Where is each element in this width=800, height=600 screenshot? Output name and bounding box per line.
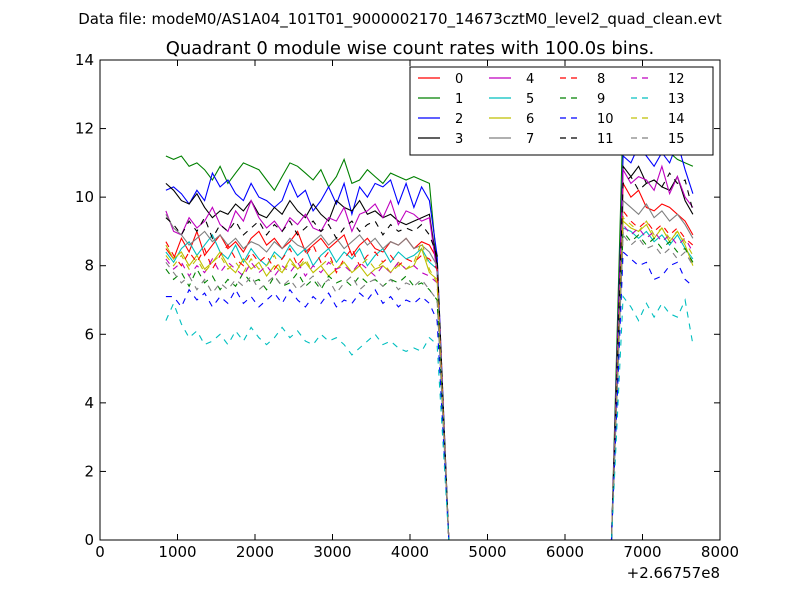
- chart-title: Quadrant 0 module wise count rates with …: [166, 38, 655, 59]
- x-tick-label: 5000: [468, 543, 506, 561]
- legend-label-0: 0: [455, 72, 463, 87]
- legend-label-6: 6: [526, 112, 534, 127]
- y-tick-label: 2: [84, 462, 94, 480]
- x-tick-label: 2000: [236, 543, 274, 561]
- legend-label-8: 8: [597, 72, 605, 87]
- series-line-8: [165, 209, 694, 541]
- series-line-15: [165, 233, 694, 541]
- series-line-7: [165, 199, 694, 541]
- series-line-13: [165, 295, 694, 541]
- legend-box: [409, 66, 714, 156]
- y-tick-label: 12: [75, 120, 94, 138]
- chart-suptitle: Data file: modeM0/AS1A04_101T01_90000021…: [78, 10, 722, 29]
- legend-label-10: 10: [597, 112, 614, 127]
- y-tick-label: 8: [84, 257, 94, 275]
- y-tick-label: 10: [75, 188, 94, 206]
- legend-label-12: 12: [668, 72, 685, 87]
- legend-label-14: 14: [668, 112, 685, 127]
- series-line-5: [165, 227, 694, 541]
- series-line-2: [165, 140, 694, 541]
- y-tick-label: 6: [84, 325, 94, 343]
- legend-label-3: 3: [455, 132, 463, 147]
- x-tick-label: 7000: [623, 543, 661, 561]
- series-line-10: [165, 250, 694, 541]
- series-line-9: [165, 229, 694, 541]
- series-line-12: [165, 223, 694, 541]
- x-tick-label: 1000: [158, 543, 196, 561]
- legend-label-4: 4: [526, 72, 534, 87]
- lines-layer: [165, 113, 694, 541]
- legend-label-7: 7: [526, 132, 534, 147]
- x-tick-label: 0: [95, 543, 105, 561]
- series-line-11: [165, 172, 694, 541]
- series-line-4: [165, 164, 694, 541]
- legend-label-1: 1: [455, 92, 463, 107]
- series-line-3: [165, 164, 694, 541]
- legend-label-5: 5: [526, 92, 534, 107]
- y-tick-label: 14: [75, 51, 94, 69]
- legend-label-13: 13: [668, 92, 685, 107]
- y-tick-label: 4: [84, 394, 94, 412]
- legend-label-11: 11: [597, 132, 614, 147]
- x-tick-label: 3000: [313, 543, 351, 561]
- x-tick-label: 6000: [546, 543, 584, 561]
- y-tick-label: 0: [84, 531, 94, 549]
- x-tick-label: 8000: [701, 543, 739, 561]
- legend-label-15: 15: [668, 132, 685, 147]
- x-axis-offset-label: +2.66757e8: [627, 564, 720, 582]
- series-line-14: [165, 216, 694, 541]
- legend-label-2: 2: [455, 112, 463, 127]
- x-tick-label: 4000: [391, 543, 429, 561]
- axis-ticks: 0 1000 2000 3000 4000 5000 6000 7000 80000246810…: [75, 51, 739, 561]
- legend-label-9: 9: [597, 92, 605, 107]
